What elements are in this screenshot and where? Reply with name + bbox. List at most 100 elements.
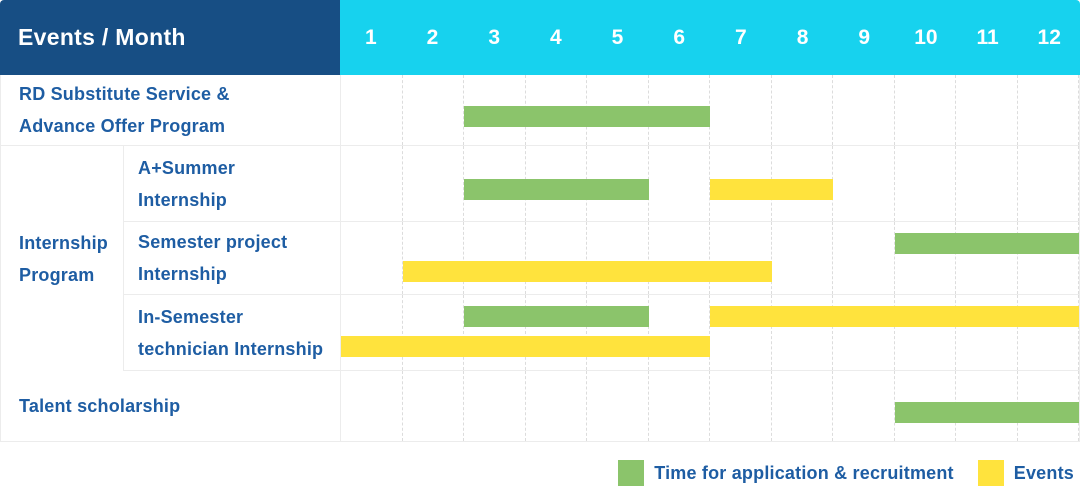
legend: Time for application & recruitment Event… [0, 442, 1080, 494]
month-gridline-column [1018, 146, 1079, 221]
month-gridline-column [649, 295, 710, 370]
events-month-header-cell: Events / Month [0, 0, 340, 75]
gantt-bar-yellow [710, 179, 833, 200]
month-gridline-column [649, 146, 710, 221]
gantt-bar-yellow [341, 335, 710, 357]
month-gridline-column [1018, 75, 1079, 145]
month-gridline-column [526, 222, 587, 294]
gantt-body: RD Substitute Service & Advance Offer Pro… [0, 75, 1080, 442]
month-gridline-column [956, 295, 1018, 370]
gantt-bar-yellow [710, 306, 1079, 328]
month-gridline-column [341, 146, 403, 221]
month-gridline-column [403, 222, 464, 294]
month-gridline-column [956, 222, 1018, 294]
row-chart-area [340, 295, 1079, 370]
month-label: 1 [364, 25, 377, 49]
month-gridline-column [833, 371, 895, 441]
month-label: 4 [550, 25, 562, 49]
subrow-label-line: In-Semester [138, 306, 244, 327]
month-gridline-column [649, 371, 710, 441]
month-gridline-column [895, 295, 956, 370]
subrow-label-line: technician Internship [138, 338, 324, 359]
month-gridline-column [710, 295, 772, 370]
row-label-line: Talent scholarship [19, 396, 181, 416]
month-label: 5 [611, 25, 624, 49]
month-gridline-column [956, 75, 1018, 145]
row-label-line: Advance Offer Program [19, 116, 226, 136]
month-gridline-column [403, 146, 464, 221]
month-label: 8 [796, 25, 809, 49]
month-gridline-column [710, 75, 772, 145]
month-label: 11 [976, 25, 999, 49]
month-header-strip: 1 2 3 4 5 6 7 8 9 10 11 12 [340, 0, 1080, 75]
month-gridline-column [526, 371, 587, 441]
gantt-row: RD Substitute Service & Advance Offer Pro… [1, 75, 1079, 146]
subrow-label-line: A+Summer [138, 157, 236, 178]
month-gridline-column [772, 295, 833, 370]
group-subrows: A+Summer Internship Semester project Intern… [124, 146, 1079, 371]
month-gridline-column [341, 75, 403, 145]
month-gridline-column [956, 146, 1018, 221]
subrow-label-line: Internship [138, 189, 228, 210]
month-label: 3 [488, 25, 501, 49]
month-label: 6 [673, 25, 686, 49]
subrow-label-line: Internship [138, 264, 228, 284]
month-gridline-column [341, 222, 403, 294]
row-chart-area [340, 75, 1079, 145]
gantt-subrow: A+Summer Internship [124, 146, 1079, 222]
month-gridline-column [403, 75, 464, 145]
month-gridline-column [772, 371, 833, 441]
month-label: 9 [858, 25, 871, 49]
group-label: Internship Program [1, 146, 124, 371]
month-gridline-column [526, 295, 587, 370]
month-gridline-column [772, 75, 833, 145]
month-gridline-column [833, 222, 895, 294]
row-label: Talent scholarship [1, 371, 340, 441]
month-gridline-column [649, 222, 710, 294]
month-label: 2 [426, 25, 439, 49]
month-gridline-column [341, 371, 403, 441]
month-gridline-column [1018, 295, 1079, 370]
month-gridline-column [710, 371, 772, 441]
row-chart-area [340, 146, 1079, 221]
table-header: Events / Month 1 2 3 4 5 6 7 8 9 10 11 12 [0, 0, 1080, 75]
month-gridline-column [587, 222, 649, 294]
month-label: 7 [735, 25, 747, 49]
table-title: Events / Month [18, 24, 186, 50]
month-gridline-column [833, 146, 895, 221]
month-gridline-column [895, 146, 956, 221]
gantt-bar-green [894, 232, 1079, 254]
month-gridline-column [1018, 222, 1079, 294]
month-gridline-column [341, 295, 403, 370]
month-gridline-column [464, 295, 526, 370]
month-gridline-column [895, 75, 956, 145]
group-label-line: Internship [19, 232, 109, 253]
month-gridline-column [587, 295, 649, 370]
row-chart-area [340, 222, 1079, 294]
month-gridline-column [403, 295, 464, 370]
legend-yellow-swatch [977, 460, 1004, 486]
row-chart-area [340, 371, 1079, 441]
subrow-label: A+Summer Internship [124, 146, 340, 221]
legend-yellow-label: Events [1013, 462, 1074, 483]
month-label: 10 [914, 25, 938, 49]
gantt-bar-green [464, 306, 649, 328]
gantt-bar-green [464, 179, 649, 200]
gantt-subrow: In-Semester technician Internship [124, 295, 1079, 371]
month-gridline-column [464, 222, 526, 294]
subrow-label-line: Semester project [138, 232, 288, 252]
month-gridline-column [403, 371, 464, 441]
month-gridline-column [587, 371, 649, 441]
gantt-row: Talent scholarship [1, 371, 1079, 442]
month-gridline-column [895, 222, 956, 294]
group-label-line: Program [19, 264, 95, 285]
month-gridline-column [464, 371, 526, 441]
legend-green-label: Time for application & recruitment [654, 462, 954, 483]
gantt-bar-green [464, 105, 710, 127]
legend-green-swatch [618, 460, 645, 486]
month-gridline-column [772, 222, 833, 294]
month-gridline-column [833, 295, 895, 370]
row-label: RD Substitute Service & Advance Offer Pro… [1, 75, 340, 145]
month-label: 12 [1037, 25, 1061, 49]
